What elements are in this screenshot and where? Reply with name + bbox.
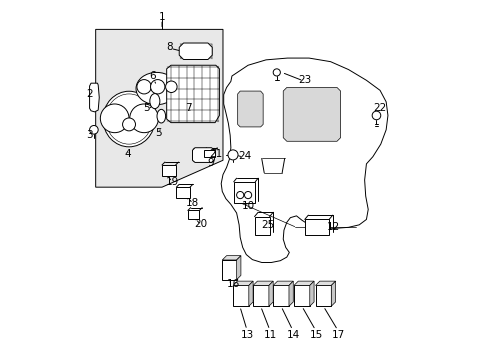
Text: 19: 19 <box>165 177 178 187</box>
Text: 12: 12 <box>326 222 339 232</box>
Circle shape <box>129 104 158 133</box>
Text: 20: 20 <box>194 219 207 229</box>
Bar <box>187 211 199 220</box>
Text: 15: 15 <box>309 330 322 340</box>
Circle shape <box>137 80 151 94</box>
Text: 25: 25 <box>261 220 274 230</box>
Ellipse shape <box>103 91 155 147</box>
Text: 16: 16 <box>226 279 239 289</box>
Bar <box>222 260 236 280</box>
Circle shape <box>244 192 251 199</box>
Polygon shape <box>96 30 223 187</box>
Polygon shape <box>166 65 219 123</box>
Text: 5: 5 <box>155 128 162 138</box>
Bar <box>233 182 255 203</box>
Polygon shape <box>330 281 335 306</box>
Polygon shape <box>222 256 241 260</box>
Polygon shape <box>268 281 273 306</box>
Circle shape <box>273 69 280 76</box>
Circle shape <box>150 80 164 94</box>
Polygon shape <box>315 281 335 285</box>
Ellipse shape <box>157 109 165 123</box>
Text: 8: 8 <box>165 42 172 51</box>
Text: 22: 22 <box>373 103 386 113</box>
Polygon shape <box>248 281 253 306</box>
Ellipse shape <box>136 72 177 105</box>
Circle shape <box>100 104 129 133</box>
Polygon shape <box>273 281 293 285</box>
Text: 17: 17 <box>331 330 345 340</box>
Polygon shape <box>179 43 212 59</box>
Text: 14: 14 <box>286 330 299 340</box>
Circle shape <box>89 126 98 134</box>
Polygon shape <box>309 281 313 306</box>
Text: 21: 21 <box>209 149 222 159</box>
Circle shape <box>227 150 238 160</box>
Circle shape <box>165 81 177 93</box>
Bar <box>254 217 269 234</box>
Text: 5: 5 <box>143 103 150 113</box>
Circle shape <box>122 118 135 131</box>
Ellipse shape <box>105 94 152 144</box>
Text: 7: 7 <box>185 103 192 113</box>
Circle shape <box>371 111 380 120</box>
Bar <box>176 187 190 198</box>
Text: 2: 2 <box>86 89 93 99</box>
Polygon shape <box>221 58 387 262</box>
Text: 9: 9 <box>207 158 213 168</box>
Polygon shape <box>293 281 313 285</box>
Bar <box>253 285 268 306</box>
Text: 6: 6 <box>149 71 156 81</box>
Polygon shape <box>236 256 241 280</box>
Polygon shape <box>192 148 214 162</box>
Polygon shape <box>283 87 340 141</box>
Text: 23: 23 <box>298 75 311 85</box>
Bar <box>204 150 215 157</box>
Text: 1: 1 <box>159 12 165 22</box>
Polygon shape <box>253 281 273 285</box>
Polygon shape <box>233 281 253 285</box>
Text: 10: 10 <box>241 201 254 211</box>
Text: 13: 13 <box>240 330 253 340</box>
Polygon shape <box>288 281 293 306</box>
Polygon shape <box>89 83 99 112</box>
Bar <box>315 285 330 306</box>
Text: 18: 18 <box>185 198 199 208</box>
Polygon shape <box>237 91 263 127</box>
Bar <box>162 165 175 176</box>
Text: 24: 24 <box>237 150 251 161</box>
Text: 4: 4 <box>124 149 131 159</box>
Bar <box>273 285 288 306</box>
Text: 11: 11 <box>263 330 276 340</box>
Bar <box>293 285 309 306</box>
Bar <box>233 285 248 306</box>
Ellipse shape <box>149 94 160 109</box>
Bar <box>304 220 328 234</box>
Circle shape <box>236 192 244 199</box>
Text: 3: 3 <box>86 130 93 140</box>
